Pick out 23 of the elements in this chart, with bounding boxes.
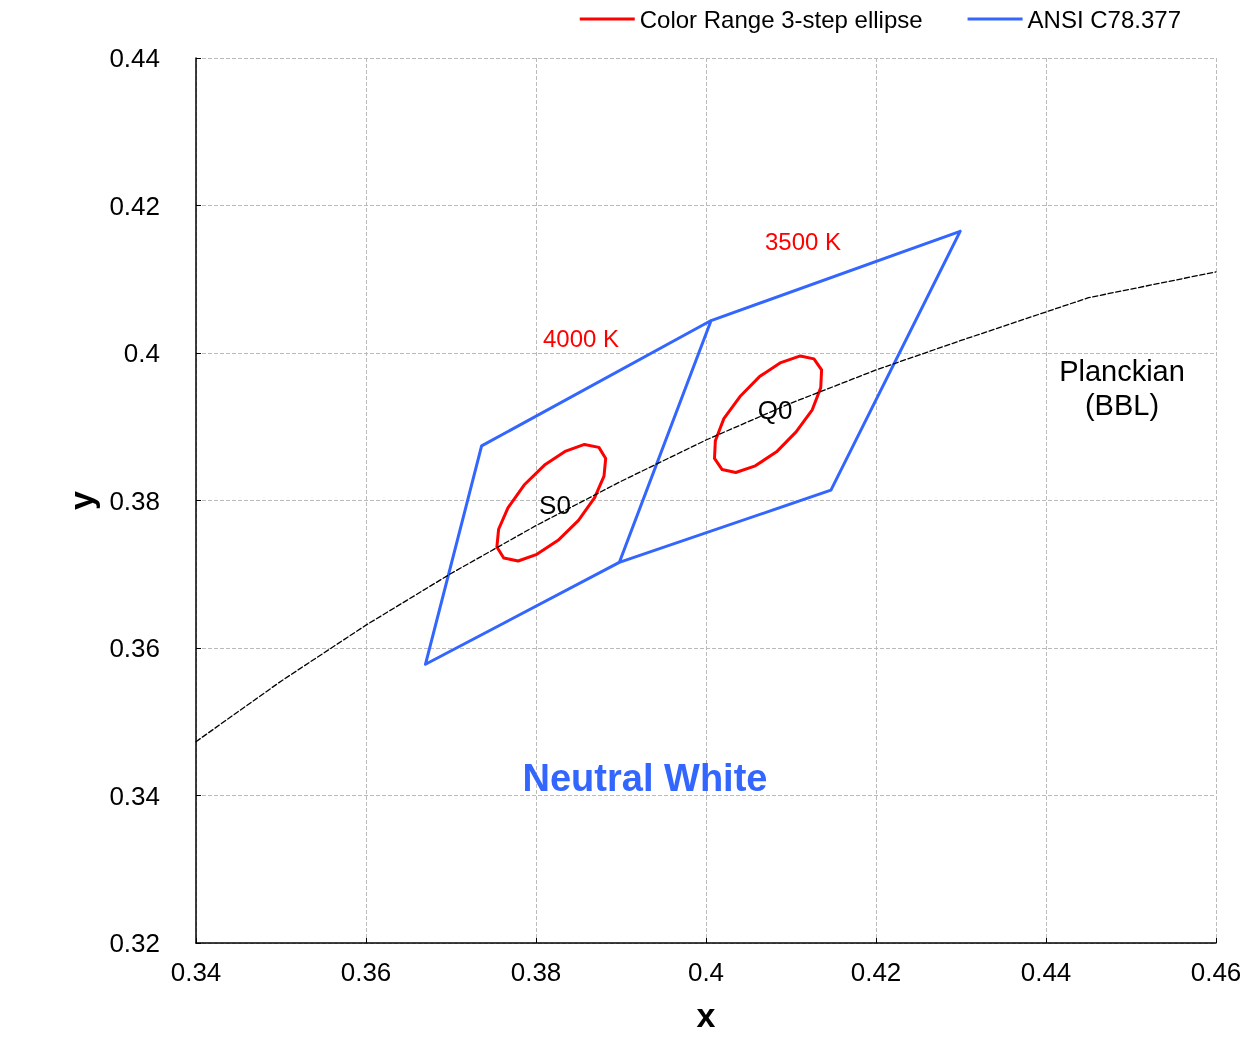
x-tick-label: 0.38 — [510, 957, 562, 987]
x-tick-label: 0.46 — [1190, 957, 1242, 987]
y-tick-label: 0.36 — [109, 633, 160, 663]
x-tick-label: 0.36 — [340, 957, 392, 987]
x-tick-label: 0.42 — [850, 957, 902, 987]
annotation: 3500 K — [764, 227, 842, 255]
y-tick-label: 0.44 — [109, 43, 160, 73]
annotation: S0 — [539, 490, 571, 520]
y-tick-label: 0.32 — [109, 928, 160, 958]
x-tick-label: 0.34 — [170, 957, 222, 987]
y-tick-label: 0.4 — [123, 338, 160, 368]
x-tick-label: 0.4 — [687, 957, 725, 987]
y-axis-title: y — [62, 490, 101, 510]
y-tick-label: 0.34 — [109, 780, 160, 811]
x-tick-label: 0.44 — [1020, 957, 1072, 987]
annotation: Planckian (BBL) — [1059, 355, 1185, 421]
annotation: 4000 K — [542, 324, 620, 352]
legend-label: Color Range 3-step ellipse — [639, 5, 923, 33]
legend-label: ANSI C78.377 — [1027, 5, 1181, 33]
annotation: Neutral White — [522, 757, 768, 799]
x-axis-title: x — [696, 996, 716, 1034]
y-tick-label: 0.38 — [109, 485, 160, 516]
y-tick-label: 0.42 — [109, 190, 160, 221]
